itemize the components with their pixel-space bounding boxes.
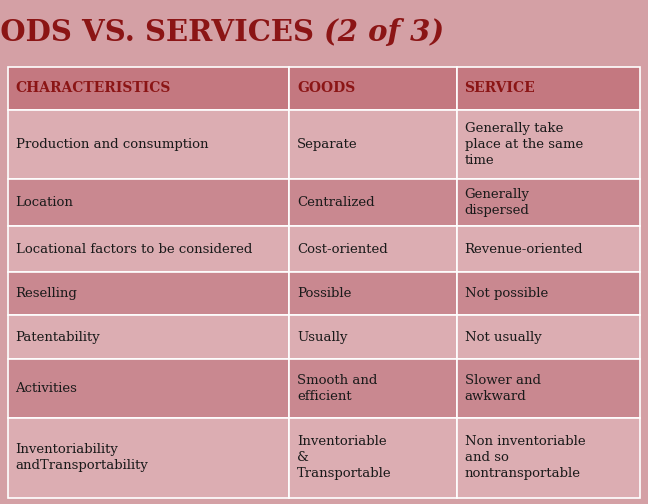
Text: Slower and
awkward: Slower and awkward bbox=[465, 374, 540, 403]
Text: Centralized: Centralized bbox=[297, 196, 375, 209]
Bar bbox=[289, 272, 457, 316]
Text: GOODS: GOODS bbox=[297, 81, 355, 95]
Text: Not possible: Not possible bbox=[465, 287, 548, 300]
Text: CHARACTERISTICS: CHARACTERISTICS bbox=[16, 81, 171, 95]
Bar bbox=[8, 272, 289, 316]
Bar bbox=[457, 272, 640, 316]
Bar bbox=[457, 110, 640, 179]
Text: Generally
dispersed: Generally dispersed bbox=[465, 188, 529, 217]
Text: Generally take
place at the same
time: Generally take place at the same time bbox=[465, 122, 583, 167]
Text: Reselling: Reselling bbox=[16, 287, 77, 300]
Bar bbox=[289, 110, 457, 179]
Text: Production and consumption: Production and consumption bbox=[16, 138, 208, 151]
Text: Patentability: Patentability bbox=[16, 331, 100, 344]
Bar bbox=[8, 359, 289, 418]
Bar bbox=[457, 359, 640, 418]
Bar bbox=[457, 226, 640, 272]
Text: Cost-oriented: Cost-oriented bbox=[297, 242, 388, 256]
Text: Location: Location bbox=[16, 196, 73, 209]
Bar bbox=[8, 67, 289, 110]
Bar bbox=[289, 226, 457, 272]
Text: Revenue-oriented: Revenue-oriented bbox=[465, 242, 583, 256]
Bar bbox=[289, 316, 457, 359]
Text: Inventoriable
&
Transportable: Inventoriable & Transportable bbox=[297, 435, 391, 480]
Text: SERVICE: SERVICE bbox=[465, 81, 535, 95]
Text: Possible: Possible bbox=[297, 287, 351, 300]
Bar bbox=[457, 179, 640, 226]
Bar bbox=[289, 179, 457, 226]
Bar bbox=[8, 110, 289, 179]
Bar bbox=[8, 179, 289, 226]
Bar bbox=[8, 418, 289, 498]
Bar bbox=[8, 316, 289, 359]
Bar bbox=[457, 316, 640, 359]
Bar bbox=[289, 418, 457, 498]
Text: Inventoriability
andTransportability: Inventoriability andTransportability bbox=[16, 444, 148, 472]
Bar bbox=[457, 418, 640, 498]
Text: (2 of 3): (2 of 3) bbox=[324, 18, 444, 47]
Bar bbox=[8, 226, 289, 272]
Text: Non inventoriable
and so
nontransportable: Non inventoriable and so nontransportabl… bbox=[465, 435, 585, 480]
Text: GOODS VS. SERVICES: GOODS VS. SERVICES bbox=[0, 18, 324, 47]
Text: Separate: Separate bbox=[297, 138, 358, 151]
Bar bbox=[457, 67, 640, 110]
Text: Activities: Activities bbox=[16, 382, 77, 395]
Text: Not usually: Not usually bbox=[465, 331, 541, 344]
Text: Usually: Usually bbox=[297, 331, 347, 344]
Text: Smooth and
efficient: Smooth and efficient bbox=[297, 374, 377, 403]
Bar bbox=[289, 67, 457, 110]
Text: Locational factors to be considered: Locational factors to be considered bbox=[16, 242, 252, 256]
Text: GOODS VS. SERVICES (2 of 3): GOODS VS. SERVICES (2 of 3) bbox=[77, 18, 571, 47]
Bar bbox=[289, 359, 457, 418]
